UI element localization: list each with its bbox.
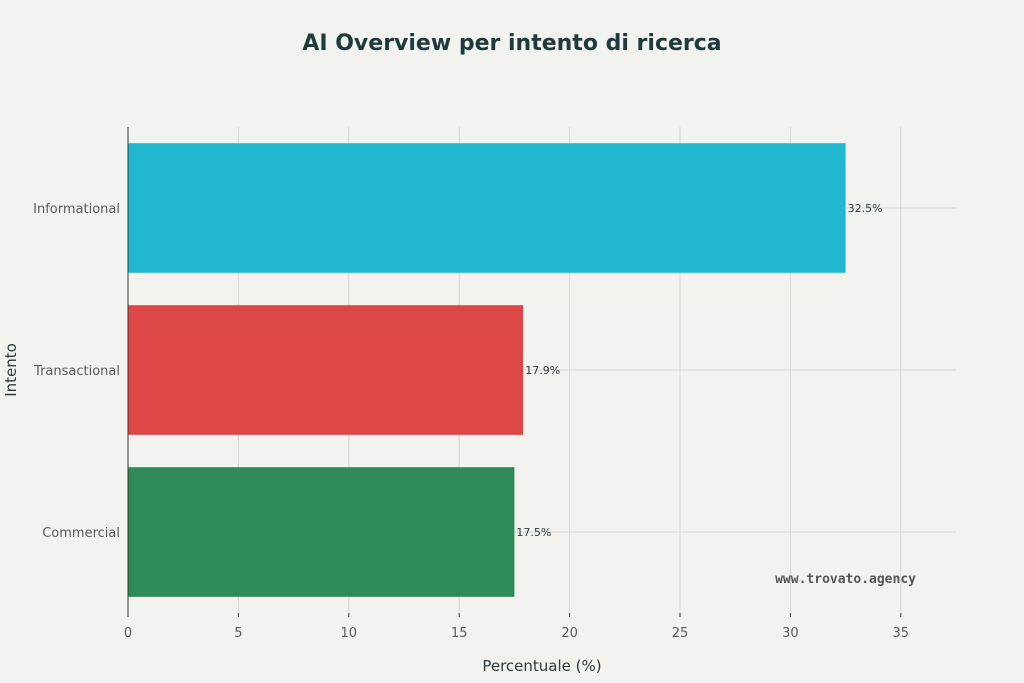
x-tick-label: 25 xyxy=(672,626,689,641)
bars xyxy=(128,143,846,597)
y-axis-label: Intento xyxy=(2,343,20,397)
y-axis-categories: Informational Transactional Commercial xyxy=(33,202,120,541)
x-tick-label: 30 xyxy=(782,626,799,641)
data-labels: 32.5% 17.9% 17.5% xyxy=(516,202,882,539)
x-tick-label: 10 xyxy=(341,626,358,641)
data-label: 17.9% xyxy=(525,364,560,377)
x-axis-label: Percentuale (%) xyxy=(482,657,601,675)
x-tick-label: 0 xyxy=(124,626,132,641)
x-tick-label: 20 xyxy=(561,626,578,641)
bar-transactional xyxy=(128,305,524,435)
chart-title: AI Overview per intento di ricerca xyxy=(302,31,721,56)
x-tick-label: 35 xyxy=(893,626,910,641)
x-tick-label: 15 xyxy=(451,626,468,641)
watermark: www.trovato.agency xyxy=(775,572,916,587)
bar-commercial xyxy=(128,467,515,597)
category-label: Commercial xyxy=(42,526,120,541)
data-label: 17.5% xyxy=(516,526,551,539)
category-label: Transactional xyxy=(33,364,120,379)
data-label: 32.5% xyxy=(848,202,883,215)
x-axis-ticks: 0 5 10 15 20 25 30 35 xyxy=(124,613,909,641)
bar-informational xyxy=(128,143,846,273)
category-label: Informational xyxy=(33,202,120,217)
x-tick-label: 5 xyxy=(234,626,242,641)
